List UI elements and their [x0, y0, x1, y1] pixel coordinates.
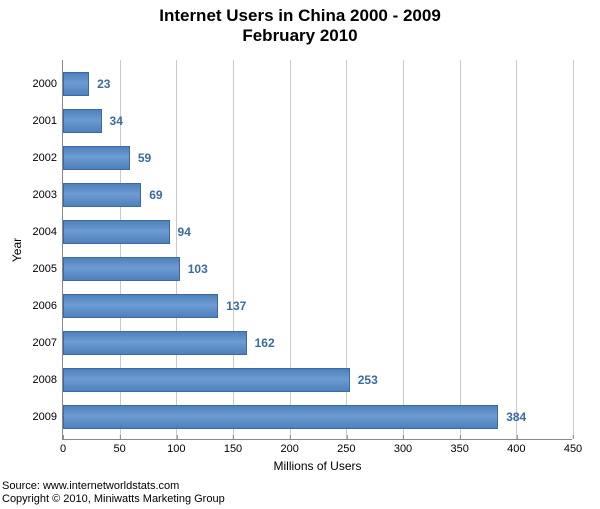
footer-source: Source: www.internetworldstats.com	[2, 480, 225, 494]
bar	[63, 220, 170, 244]
gridline	[573, 60, 574, 439]
bar-value-label: 384	[506, 410, 526, 424]
bar	[63, 109, 102, 133]
plot-area: Year Millions of Users 05010015020025030…	[62, 60, 572, 440]
y-tick: 2001	[33, 115, 63, 127]
y-tick: 2009	[33, 411, 63, 423]
bar-row: 2006137	[63, 294, 573, 318]
y-tick: 2002	[33, 152, 63, 164]
y-tick: 2000	[33, 78, 63, 90]
footer: Source: www.internetworldstats.com Copyr…	[2, 480, 225, 508]
bar-value-label: 253	[358, 373, 378, 387]
bar-row: 2008253	[63, 368, 573, 392]
y-tick: 2006	[33, 300, 63, 312]
bar-value-label: 94	[178, 225, 191, 239]
bar-row: 200494	[63, 220, 573, 244]
footer-copyright: Copyright © 2010, Miniwatts Marketing Gr…	[2, 493, 225, 507]
title-line2: February 2010	[0, 26, 600, 46]
x-tick: 100	[167, 439, 185, 455]
y-tick: 2008	[33, 374, 63, 386]
bar	[63, 72, 89, 96]
x-tick: 150	[224, 439, 242, 455]
bar	[63, 331, 247, 355]
bar-row: 200369	[63, 183, 573, 207]
bar	[63, 294, 218, 318]
y-tick: 2003	[33, 189, 63, 201]
x-tick: 450	[564, 439, 582, 455]
x-axis-label: Millions of Users	[273, 459, 361, 473]
x-tick: 200	[280, 439, 298, 455]
bar-row: 200134	[63, 109, 573, 133]
y-tick: 2004	[33, 226, 63, 238]
title-line1: Internet Users in China 2000 - 2009	[0, 6, 600, 26]
x-tick: 50	[114, 439, 126, 455]
bar-value-label: 34	[110, 114, 123, 128]
bar	[63, 183, 141, 207]
bar-value-label: 103	[188, 262, 208, 276]
bar-row: 2009384	[63, 405, 573, 429]
y-tick: 2007	[33, 337, 63, 349]
bar-value-label: 59	[138, 151, 151, 165]
bar-value-label: 137	[226, 299, 246, 313]
y-axis-label: Year	[10, 237, 24, 261]
x-tick: 250	[337, 439, 355, 455]
bar	[63, 405, 498, 429]
bar-row: 200259	[63, 146, 573, 170]
bar	[63, 368, 350, 392]
x-tick: 0	[60, 439, 66, 455]
bar-row: 2005103	[63, 257, 573, 281]
bar-row: 200023	[63, 72, 573, 96]
bar	[63, 257, 180, 281]
bar-row: 2007162	[63, 331, 573, 355]
x-tick: 300	[394, 439, 412, 455]
bar	[63, 146, 130, 170]
bar-value-label: 23	[97, 77, 110, 91]
x-tick: 400	[507, 439, 525, 455]
y-tick: 2005	[33, 263, 63, 275]
bar-value-label: 162	[255, 336, 275, 350]
chart-title: Internet Users in China 2000 - 2009 Febr…	[0, 0, 600, 45]
bar-value-label: 69	[149, 188, 162, 202]
x-tick: 350	[450, 439, 468, 455]
